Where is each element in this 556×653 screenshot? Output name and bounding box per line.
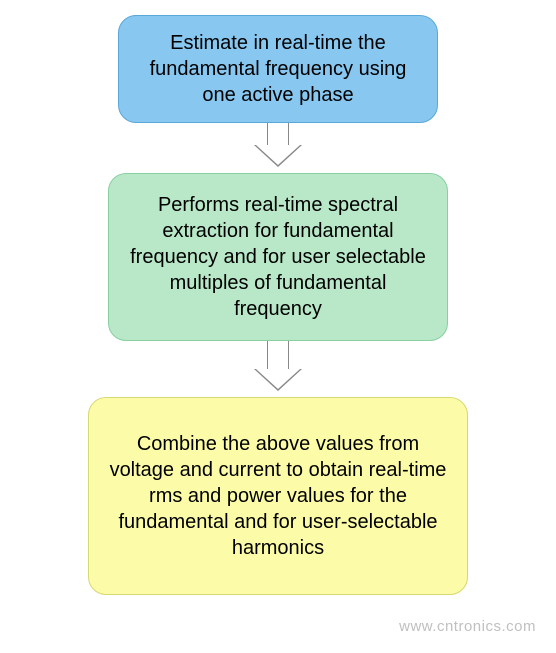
arrow-shaft (267, 341, 289, 369)
flowchart-step-2: Performs real-time spectral extraction f… (108, 173, 448, 341)
arrow-head-inner (256, 145, 300, 165)
watermark-text: www.cntronics.com (399, 618, 536, 635)
step3-text: Combine the above values from voltage an… (109, 431, 447, 561)
arrow-1 (254, 123, 302, 173)
watermark: www.cntronics.com (399, 618, 536, 635)
flowchart-step-3: Combine the above values from voltage an… (88, 397, 468, 595)
arrow-head (254, 369, 302, 391)
arrow-head-inner (256, 369, 300, 389)
arrow-shaft (267, 123, 289, 145)
arrow-2 (254, 341, 302, 397)
arrow-head (254, 145, 302, 167)
step1-text: Estimate in real-time the fundamental fr… (139, 30, 417, 108)
flowchart-step-1: Estimate in real-time the fundamental fr… (118, 15, 438, 123)
step2-text: Performs real-time spectral extraction f… (129, 192, 427, 322)
